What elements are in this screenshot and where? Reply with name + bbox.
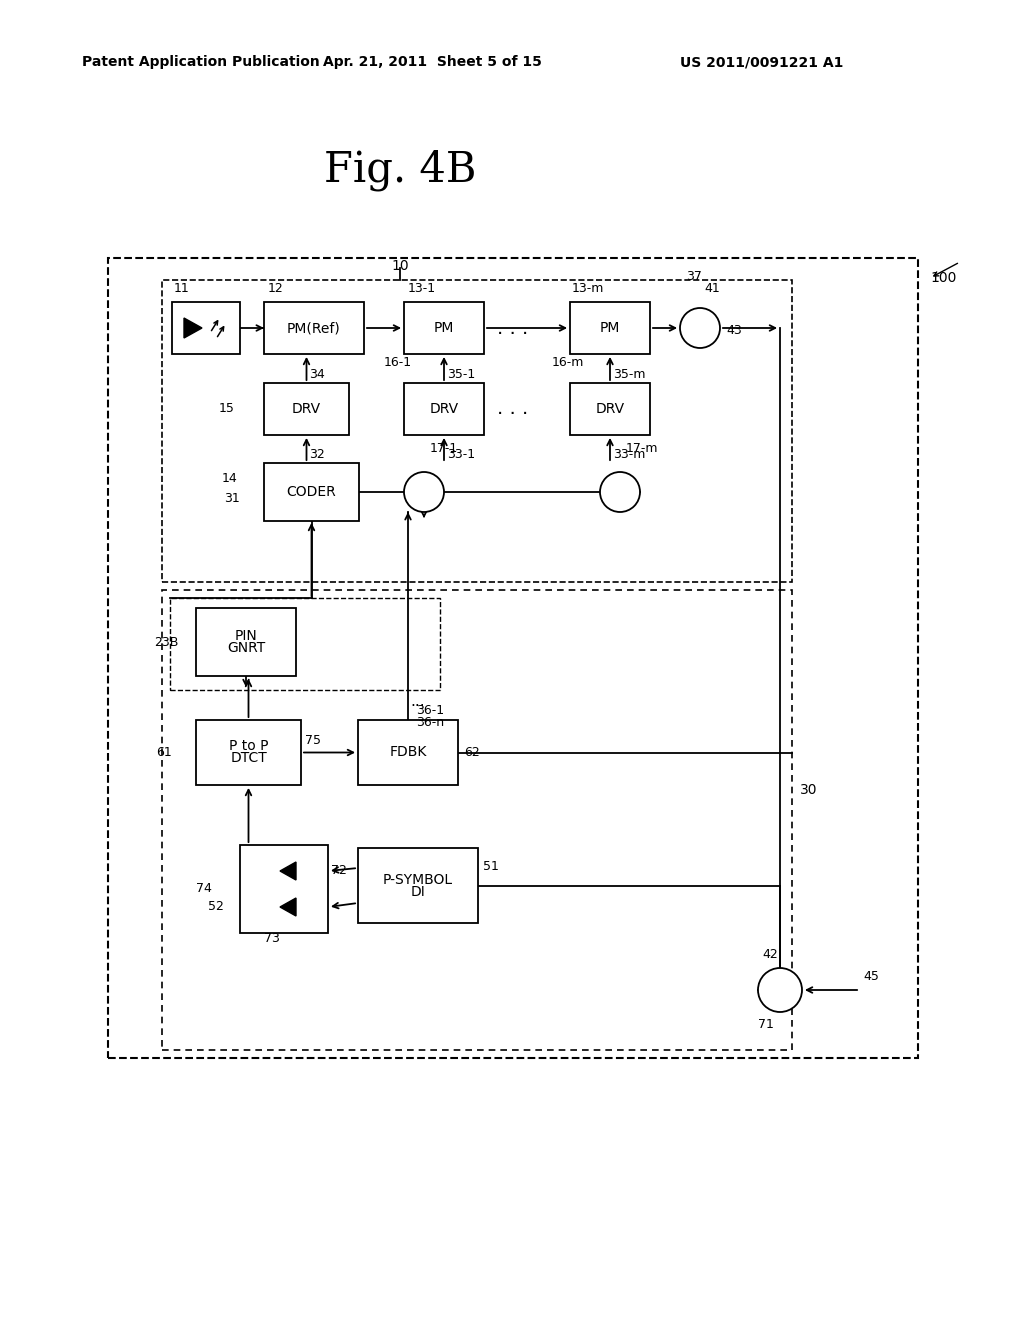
Text: 62: 62: [464, 746, 480, 759]
Circle shape: [600, 473, 640, 512]
Bar: [196, 609, 296, 676]
Text: PM: PM: [600, 321, 621, 335]
Text: 61: 61: [156, 746, 172, 759]
Text: 74: 74: [196, 883, 212, 895]
Text: 10: 10: [391, 259, 409, 273]
Text: PM: PM: [434, 321, 455, 335]
Bar: [358, 847, 478, 923]
Circle shape: [680, 308, 720, 348]
Text: P to P: P to P: [228, 739, 268, 754]
Text: DRV: DRV: [429, 403, 459, 416]
Text: 17-1: 17-1: [430, 442, 459, 455]
Bar: [264, 383, 349, 436]
Text: FDBK: FDBK: [389, 746, 427, 759]
Text: 12: 12: [268, 281, 284, 294]
Bar: [162, 280, 792, 582]
Circle shape: [758, 968, 802, 1012]
Text: 71: 71: [758, 1019, 774, 1031]
Text: 31: 31: [224, 491, 240, 504]
Text: 33-m: 33-m: [613, 449, 645, 462]
Bar: [570, 383, 650, 436]
Bar: [196, 719, 301, 785]
Text: 51: 51: [483, 859, 499, 873]
Text: PM(Ref): PM(Ref): [287, 321, 341, 335]
Text: Fig. 4B: Fig. 4B: [324, 149, 476, 191]
Text: 45: 45: [863, 969, 879, 982]
Bar: [172, 302, 240, 354]
Polygon shape: [184, 318, 202, 338]
Text: 16-1: 16-1: [384, 356, 412, 370]
Text: P-SYMBOL: P-SYMBOL: [383, 873, 453, 887]
Text: 11: 11: [174, 281, 189, 294]
Polygon shape: [280, 862, 296, 880]
Text: 37: 37: [686, 269, 701, 282]
Text: Patent Application Publication: Patent Application Publication: [82, 55, 319, 69]
Text: 16-m: 16-m: [552, 356, 585, 370]
Text: . . .: . . .: [498, 318, 528, 338]
Bar: [404, 383, 484, 436]
Text: . . .: . . .: [498, 400, 528, 418]
Text: 42: 42: [762, 948, 778, 961]
Text: CODER: CODER: [287, 484, 336, 499]
Text: 72: 72: [331, 865, 347, 878]
Text: 14: 14: [222, 471, 238, 484]
Text: 15: 15: [219, 403, 234, 416]
Text: Apr. 21, 2011  Sheet 5 of 15: Apr. 21, 2011 Sheet 5 of 15: [323, 55, 542, 69]
Text: 34: 34: [309, 368, 326, 381]
Text: 33-1: 33-1: [447, 449, 475, 462]
Text: DTCT: DTCT: [230, 751, 267, 766]
Text: DI: DI: [411, 884, 425, 899]
Text: 13-1: 13-1: [408, 281, 436, 294]
Text: ...: ...: [410, 694, 425, 710]
Text: PIN: PIN: [234, 630, 257, 643]
Text: 36-1: 36-1: [416, 704, 444, 717]
Bar: [240, 845, 328, 933]
Bar: [264, 463, 359, 521]
Text: 41: 41: [705, 281, 720, 294]
Text: 35-1: 35-1: [447, 368, 475, 381]
Text: DRV: DRV: [292, 403, 322, 416]
Text: 52: 52: [208, 900, 224, 913]
Text: 35-m: 35-m: [613, 368, 645, 381]
Text: 17-m: 17-m: [626, 442, 658, 455]
Bar: [108, 257, 918, 1059]
Bar: [358, 719, 458, 785]
Bar: [170, 598, 440, 690]
Circle shape: [404, 473, 444, 512]
Text: 32: 32: [309, 449, 326, 462]
Text: 75: 75: [305, 734, 321, 747]
Bar: [264, 302, 364, 354]
Text: 100: 100: [930, 271, 956, 285]
Text: DRV: DRV: [595, 403, 625, 416]
Text: GNRT: GNRT: [227, 642, 265, 655]
Text: 73: 73: [264, 932, 280, 945]
Text: 36-n: 36-n: [416, 715, 444, 729]
Text: US 2011/0091221 A1: US 2011/0091221 A1: [680, 55, 844, 69]
Text: 13-m: 13-m: [572, 281, 604, 294]
Bar: [404, 302, 484, 354]
Bar: [162, 590, 792, 1049]
Text: 30: 30: [800, 783, 817, 797]
Bar: [570, 302, 650, 354]
Text: 43: 43: [726, 323, 741, 337]
Polygon shape: [280, 898, 296, 916]
Text: 23B: 23B: [154, 635, 178, 648]
